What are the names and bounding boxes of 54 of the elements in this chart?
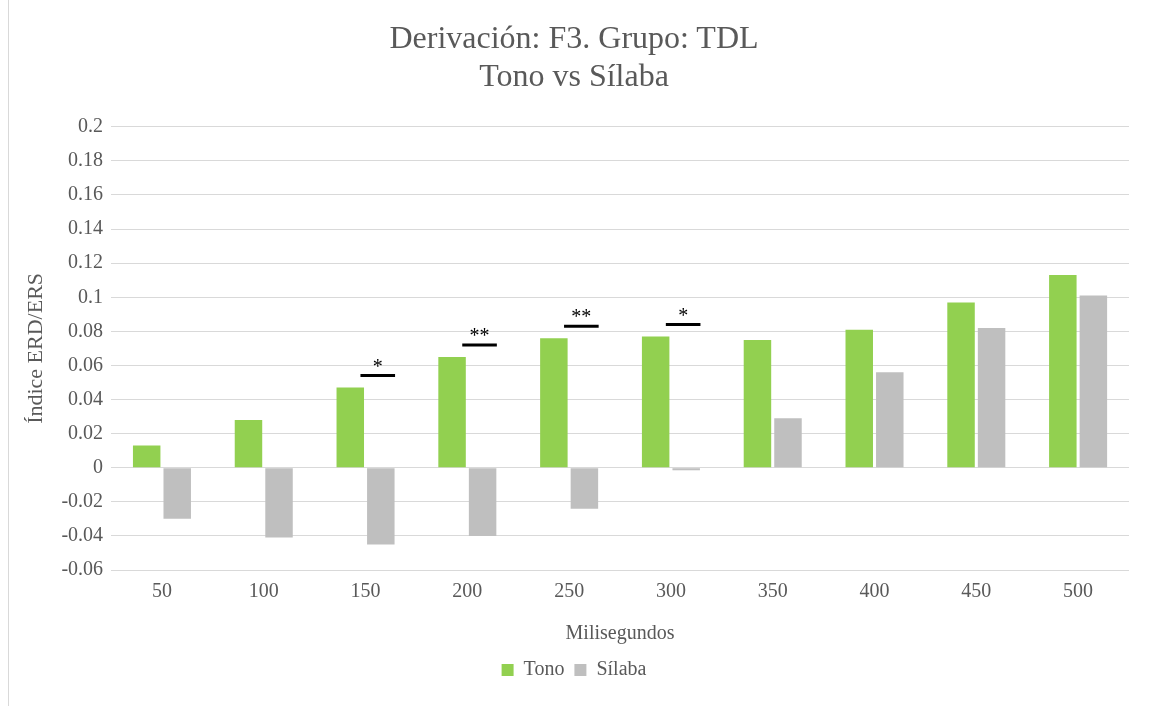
bar [977,327,1006,468]
annotation: * [372,354,383,377]
y-tick-label: 0.04 [68,386,104,409]
bar [947,302,975,468]
bar [132,445,161,468]
y-tick-label: -0.02 [61,489,104,512]
x-tick-label: 350 [757,579,788,602]
bar [468,468,497,536]
bar [672,468,700,471]
y-tick-label: 0.02 [68,420,104,443]
y-tick-label: 0.08 [68,318,104,341]
x-tick-label: 50 [151,579,172,602]
bar [1049,275,1077,468]
bar [641,336,670,468]
bar [336,387,365,468]
y-tick-label: 0 [93,454,104,477]
chart-title: Derivación: F3. Grupo: TDL [389,18,759,55]
bar [876,372,904,468]
y-tick-label: 0.18 [68,148,104,171]
legend-label: Tono [523,657,565,680]
x-tick-label: 200 [452,579,483,602]
y-axis-title: Índice ERD/ERS [21,272,47,424]
y-tick-label: 0.06 [68,352,104,375]
y-tick-label: 0.1 [78,284,104,307]
annotation: * [678,303,689,326]
x-tick-label: 450 [961,579,992,602]
y-tick-label: -0.06 [61,557,104,580]
x-tick-label: 500 [1063,579,1094,602]
y-tick-label: 0.2 [78,114,104,137]
y-tick-label: 0.16 [68,182,104,205]
bar [845,329,873,468]
bar [540,338,568,468]
bar [570,468,599,509]
bar [774,418,802,468]
y-tick-label: -0.04 [61,523,104,546]
x-tick-label: 250 [554,579,585,602]
x-axis-title: Milisegundos [565,621,675,645]
bar [234,419,263,468]
x-tick-label: 150 [350,579,381,602]
y-tick-label: 0.14 [68,216,104,239]
x-tick-label: 300 [655,579,686,602]
chart-subtitle: Tono vs Sílaba [479,57,669,94]
x-tick-label: 100 [248,579,279,602]
bar [163,468,191,519]
bar [438,356,466,468]
annotation: ** [469,324,490,347]
legend-label: Sílaba [596,657,647,680]
bar [743,339,772,468]
y-tick-label: 0.12 [68,250,104,273]
bar [265,468,293,538]
x-tick-label: 400 [859,579,890,602]
bar [367,468,395,545]
annotation: ** [571,305,592,328]
bar [1079,295,1108,468]
